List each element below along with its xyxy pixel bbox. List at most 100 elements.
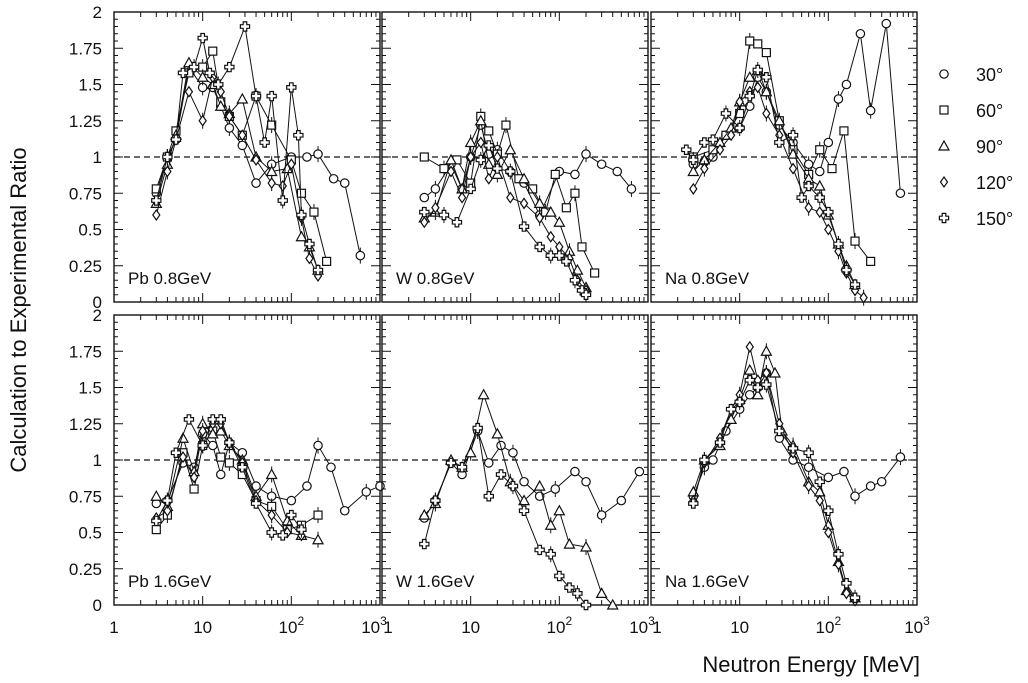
data-point — [626, 184, 637, 194]
data-point — [577, 242, 587, 252]
data-point — [326, 462, 336, 473]
data-point — [823, 472, 834, 483]
data-point — [745, 340, 755, 353]
square-icon — [939, 105, 949, 115]
data-point — [430, 495, 441, 506]
series — [687, 343, 862, 606]
data-point — [216, 452, 226, 462]
series-line — [155, 422, 319, 541]
data-point — [534, 544, 545, 556]
data-point — [293, 130, 304, 141]
data-point — [259, 137, 270, 148]
data-point — [788, 162, 798, 175]
data-point — [251, 153, 261, 166]
data-point — [451, 217, 463, 228]
data-point — [804, 480, 813, 493]
data-point — [163, 165, 172, 178]
data-point — [198, 114, 207, 127]
data-point — [570, 466, 580, 477]
data-point — [250, 90, 262, 102]
chart-panel: 0 0.25 0.5 0.75 1 1.25 1.5 1.75 2 Pb 0.8GeV — [69, 3, 381, 312]
panel-label: Pb 0.8GeV — [128, 269, 212, 288]
data-point — [745, 36, 755, 46]
legend-label: 90° — [976, 137, 1003, 157]
data-point — [849, 279, 861, 290]
data-point — [302, 152, 312, 162]
data-point — [744, 389, 755, 400]
data-point — [714, 437, 726, 448]
data-point — [715, 143, 725, 156]
data-point — [204, 67, 215, 79]
data-point — [841, 79, 852, 90]
data-point — [446, 165, 456, 178]
data-point — [495, 469, 507, 480]
data-point — [839, 126, 849, 136]
data-point — [214, 424, 227, 436]
data-point — [236, 92, 249, 104]
data-point — [725, 404, 737, 415]
series-line — [155, 75, 319, 277]
data-point — [569, 275, 581, 286]
data-point — [196, 71, 209, 82]
data-point — [445, 457, 457, 469]
data-point — [483, 458, 494, 468]
data-point — [824, 223, 833, 236]
series-line — [424, 144, 587, 296]
data-point — [519, 197, 529, 210]
series — [681, 62, 861, 290]
data-point — [850, 236, 860, 246]
data-point — [302, 481, 312, 491]
data-point — [855, 28, 866, 39]
data-point — [681, 144, 692, 155]
data-point — [265, 468, 278, 480]
data-point — [444, 153, 458, 165]
data-point — [554, 250, 565, 261]
data-point — [850, 491, 860, 502]
data-point — [743, 363, 756, 375]
series-line — [692, 379, 856, 599]
data-point — [224, 437, 235, 448]
data-point — [420, 216, 429, 229]
data-point — [492, 163, 503, 174]
data-point — [544, 519, 557, 530]
data-point — [787, 130, 799, 141]
data-point — [225, 110, 234, 123]
data-point — [546, 230, 555, 243]
data-point — [178, 451, 188, 464]
data-point — [439, 164, 449, 174]
data-point — [533, 479, 546, 491]
data-point — [544, 205, 557, 217]
data-point — [581, 476, 591, 487]
data-point — [355, 250, 366, 261]
data-point — [339, 505, 350, 516]
x-tick-label: 102 — [816, 614, 842, 637]
data-point — [744, 90, 755, 102]
data-point — [612, 166, 623, 177]
data-point — [561, 256, 572, 267]
circle-icon — [939, 69, 949, 79]
data-point — [518, 221, 530, 232]
x-tick-label: 102 — [547, 614, 573, 637]
data-point — [475, 154, 486, 166]
panels: 0 0.25 0.5 0.75 1 1.25 1.5 1.75 2 Pb 0.8GeV W 0.8G… — [69, 3, 930, 637]
panel-label: W 0.8GeV — [396, 269, 475, 288]
data-point — [507, 480, 519, 492]
data-point — [803, 462, 814, 473]
data-point — [580, 599, 592, 611]
data-point — [305, 252, 314, 265]
data-point — [296, 209, 307, 221]
data-point — [571, 263, 584, 275]
data-point — [278, 179, 287, 193]
data-point — [687, 165, 700, 177]
data-point — [814, 192, 825, 203]
data-point — [197, 440, 208, 451]
data-point — [237, 140, 248, 151]
x-tick-label: 10 — [730, 618, 749, 637]
data-point — [720, 108, 732, 119]
data-point — [189, 484, 199, 494]
data-point — [823, 505, 834, 516]
data-point — [859, 291, 868, 304]
data-point — [787, 443, 799, 454]
legend-label: 150° — [976, 209, 1013, 229]
